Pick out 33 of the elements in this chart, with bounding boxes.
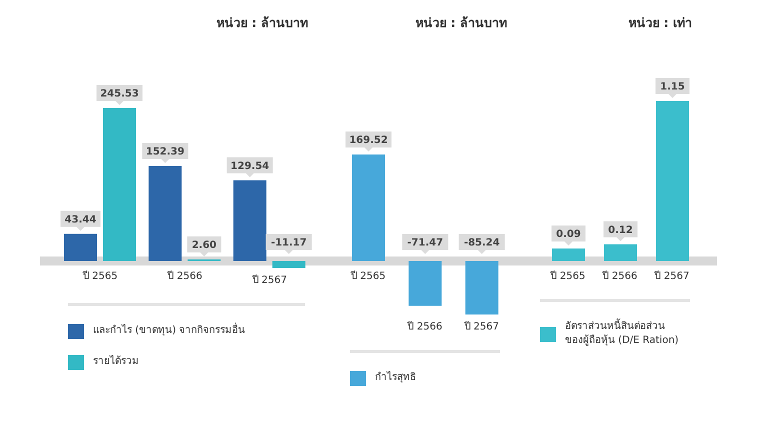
x-tick-label: ปี 2566 [406,320,442,333]
x-tick-label: ปี 2567 [251,274,287,286]
data-label: 0.09 [556,228,581,240]
x-tick-label: ปี 2567 [463,320,499,333]
bar [148,166,182,261]
x-tick-label: ปี 2566 [602,270,638,282]
bar [64,234,97,261]
chart-title: หน่วย : ล้านบาท [216,14,308,32]
data-label: 152.39 [146,146,184,158]
data-label: 43.44 [64,214,96,226]
bar [272,261,306,268]
data-label: 2.60 [192,240,217,251]
data-label: 169.52 [349,135,388,146]
legend-label: กำไรสุทธิ [375,371,416,386]
data-label: 245.53 [100,88,139,100]
data-label: -11.17 [270,238,307,248]
data-label: 0.12 [608,224,633,236]
bar [233,180,266,261]
data-label: -71.47 [407,238,444,248]
bar [103,108,136,261]
x-tick-label: ปี 2565 [350,270,386,282]
legend-label: และกำไร (ขาดทุน) จากกิจกรรมอื่น [93,324,246,338]
chart-title: หน่วย : ล้านบาท [415,14,507,32]
x-tick-label: ปี 2565 [550,270,586,282]
legend-label: รายได้รวม [93,355,139,370]
x-tick-label: ปี 2567 [654,270,690,282]
data-label: 1.15 [660,82,685,92]
x-tick-label: ปี 2566 [166,270,202,282]
data-label: -85.24 [464,238,500,248]
legend-label: อัตราส่วนหนี้สินต่อส่วนของผู้ถือหุ้น (D/E Ration) [565,320,680,348]
x-tick-label: ปี 2565 [82,270,118,282]
chart-title: หน่วย : เท่า [628,14,692,32]
data-label: 129.54 [230,160,270,172]
